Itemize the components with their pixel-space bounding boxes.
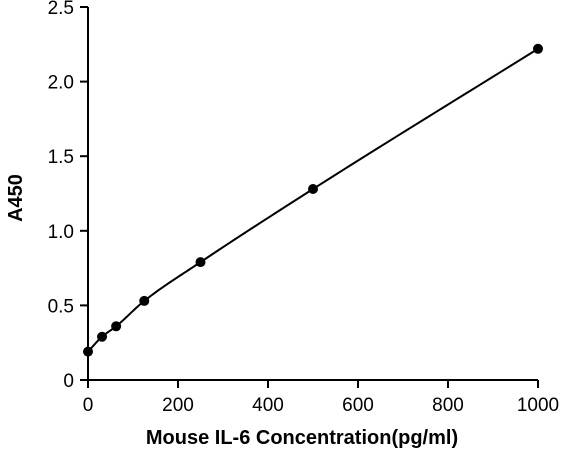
x-tick-label: 400 — [252, 395, 284, 416]
y-tick-label: 1.0 — [48, 222, 74, 243]
data-point — [83, 346, 93, 357]
x-tick-label: 1000 — [517, 395, 559, 416]
x-tick-label: 800 — [432, 395, 464, 416]
data-point — [195, 257, 206, 268]
x-axis-title: Mouse IL-6 Concentration(pg/ml) — [146, 427, 458, 449]
y-axis-title: A450 — [5, 174, 27, 222]
x-tick-label: 600 — [342, 395, 374, 416]
y-tick-label: 2.0 — [48, 73, 74, 94]
data-point — [533, 43, 543, 54]
series-line — [87, 47, 539, 353]
x-tick-label: 200 — [162, 395, 194, 416]
x-tick-label: 0 — [83, 395, 94, 416]
data-point — [111, 321, 122, 332]
x-axis: 0 200 400 600 800 1000 — [83, 379, 559, 416]
y-tick-label: 1.5 — [48, 147, 74, 168]
points-layer — [83, 43, 543, 357]
curve-layer — [87, 47, 539, 353]
y-tick-label: 0.5 — [48, 296, 74, 317]
y-axis: 0 0.5 1.0 1.5 2.0 2.5 — [48, 0, 89, 392]
data-point — [97, 331, 108, 342]
data-point — [139, 295, 150, 306]
y-tick-label: 2.5 — [48, 0, 74, 19]
data-point — [308, 184, 318, 195]
y-tick-label: 0 — [63, 371, 74, 392]
